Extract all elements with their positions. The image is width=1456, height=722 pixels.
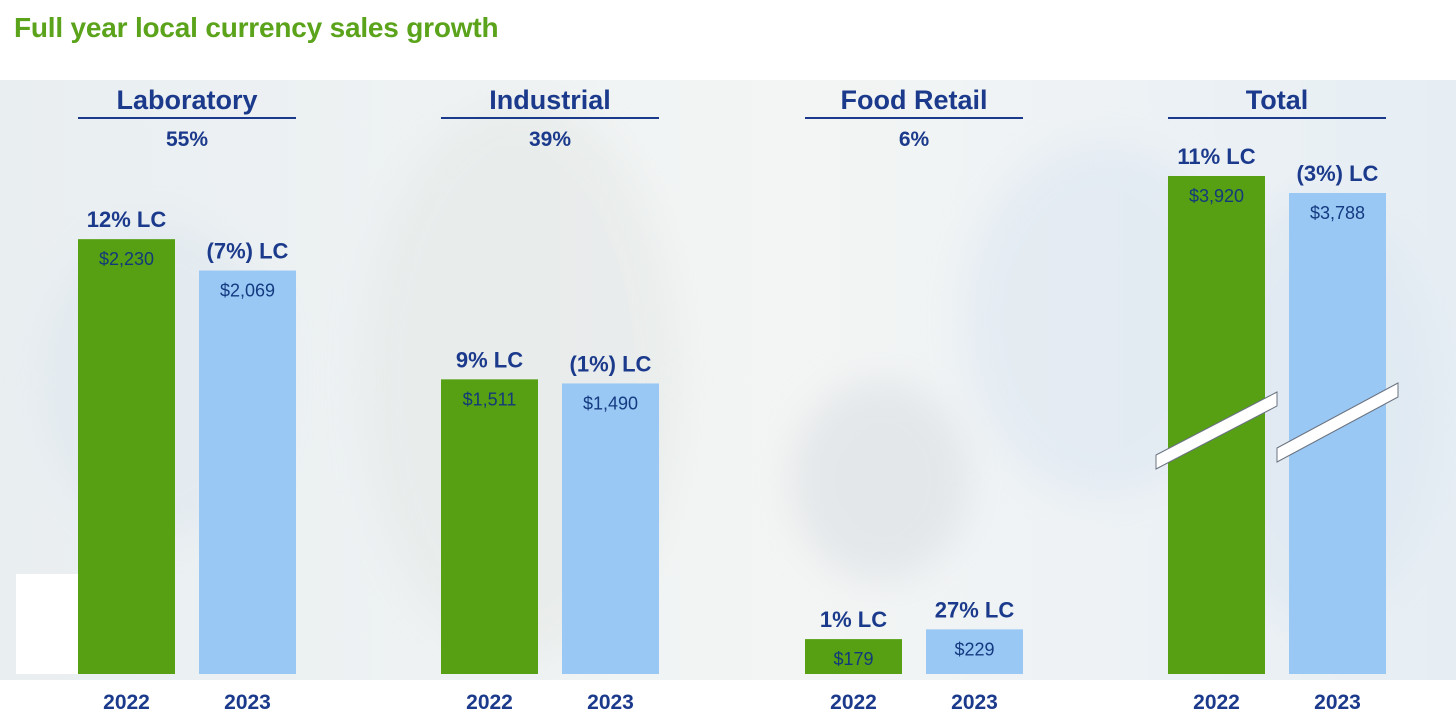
- bar-laboratory-2023: [199, 270, 296, 674]
- bar-industrial-2023: [562, 383, 659, 674]
- growth-label-total-2022: 11% LC: [1177, 144, 1255, 169]
- segment-title-laboratory: Laboratory: [116, 85, 257, 115]
- value-label-total-2022: $3,920: [1189, 186, 1244, 206]
- photo-mask-corner-lower: [16, 598, 78, 674]
- growth-label-industrial-2023: (1%) LC: [570, 351, 652, 376]
- year-label-total-2022: 2022: [1193, 691, 1240, 714]
- bar-food-retail-2023: [926, 629, 1023, 674]
- value-label-laboratory-2023: $2,069: [220, 281, 275, 301]
- axis-break-total-2023: [1276, 382, 1399, 463]
- chart-title: Full year local currency sales growth: [14, 12, 499, 43]
- value-label-total-2023: $3,788: [1310, 203, 1365, 223]
- segment-share-laboratory: 55%: [166, 128, 208, 151]
- segment-title-industrial: Industrial: [489, 85, 611, 115]
- value-label-laboratory-2022: $2,230: [99, 249, 154, 269]
- year-label-industrial-2023: 2023: [587, 691, 634, 714]
- bar-laboratory-2022: [78, 239, 175, 674]
- value-label-industrial-2023: $1,490: [583, 393, 638, 413]
- growth-label-laboratory-2023: (7%) LC: [207, 239, 289, 264]
- bar-industrial-2022: [441, 379, 538, 674]
- year-label-laboratory-2022: 2022: [103, 691, 150, 714]
- segment-share-industrial: 39%: [529, 128, 571, 151]
- year-label-food-retail-2023: 2023: [951, 691, 998, 714]
- segment-title-food-retail: Food Retail: [841, 85, 988, 115]
- growth-label-total-2023: (3%) LC: [1297, 161, 1379, 186]
- growth-label-industrial-2022: 9% LC: [456, 347, 523, 372]
- growth-label-food-retail-2023: 27% LC: [935, 597, 1015, 622]
- year-label-laboratory-2023: 2023: [224, 691, 271, 714]
- year-label-food-retail-2022: 2022: [830, 691, 877, 714]
- segment-share-food-retail: 6%: [899, 128, 930, 151]
- segment-title-total: Total: [1246, 85, 1309, 115]
- value-label-food-retail-2022: $179: [833, 649, 873, 669]
- growth-label-laboratory-2022: 12% LC: [87, 207, 167, 232]
- value-label-industrial-2022: $1,511: [463, 389, 517, 409]
- growth-label-food-retail-2022: 1% LC: [820, 607, 887, 632]
- axis-break-total-2022: [1155, 391, 1278, 470]
- bar-food-retail-2022: [805, 639, 902, 674]
- year-label-industrial-2022: 2022: [466, 691, 513, 714]
- value-label-food-retail-2023: $229: [954, 639, 994, 659]
- year-label-total-2023: 2023: [1314, 691, 1361, 714]
